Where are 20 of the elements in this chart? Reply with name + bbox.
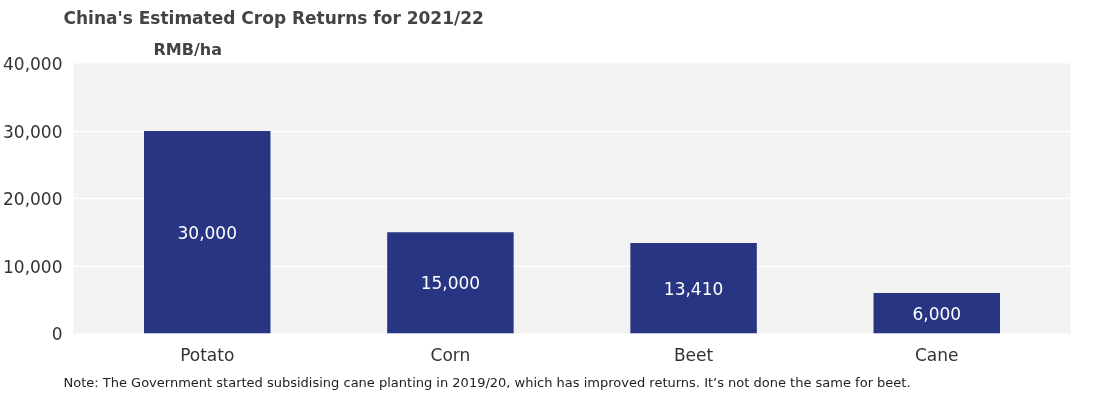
x-tick-label: Beet bbox=[673, 344, 714, 365]
x-tick-label: Cane bbox=[915, 344, 959, 365]
y-tick-label: 0 bbox=[51, 324, 63, 344]
bar bbox=[630, 242, 757, 334]
data-label: 6,000 bbox=[912, 303, 962, 324]
bar bbox=[873, 293, 1000, 334]
bar bbox=[144, 131, 271, 334]
y-axis-title: RMB/ha bbox=[153, 39, 222, 59]
x-tick-label: Potato bbox=[180, 344, 235, 365]
y-tick-label: 30,000 bbox=[3, 121, 63, 142]
bar bbox=[387, 232, 514, 334]
y-tick-label: 10,000 bbox=[3, 256, 63, 277]
data-label: 13,410 bbox=[663, 278, 724, 299]
y-tick-label: 40,000 bbox=[3, 54, 63, 74]
text: Note: The Government started subsidising cane planting in 2019/20, which has improved returns. It’s not done the same for beet. bbox=[63, 374, 911, 390]
data-label: 15,000 bbox=[420, 273, 481, 294]
x-tick-label: Corn bbox=[430, 344, 471, 365]
chart-title: China's Estimated Crop Returns for 2021/22 bbox=[63, 7, 484, 28]
data-label: 30,000 bbox=[177, 222, 237, 243]
y-tick-label: 20,000 bbox=[3, 189, 63, 209]
